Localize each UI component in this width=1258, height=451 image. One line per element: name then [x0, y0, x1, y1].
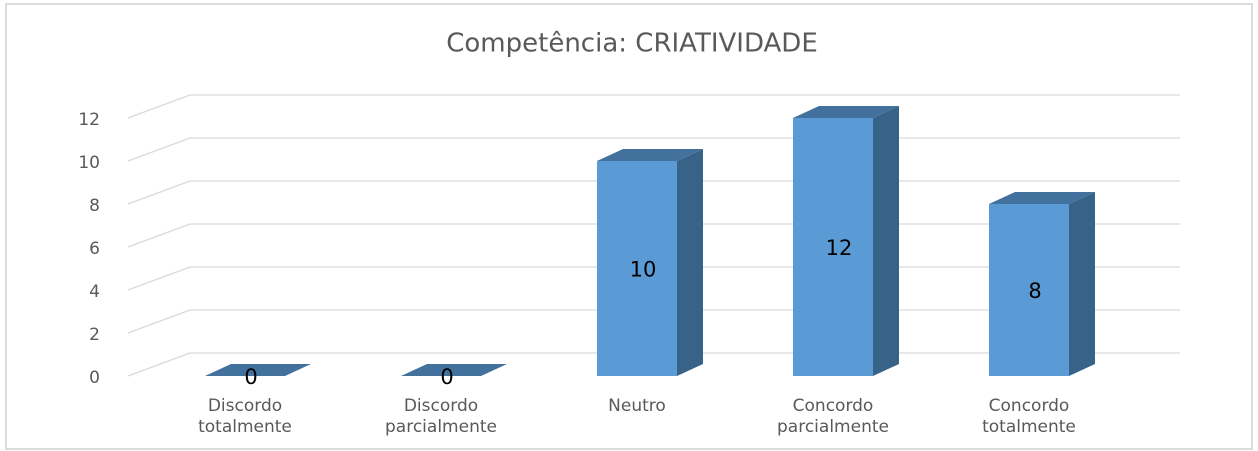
- bar-front: [793, 118, 873, 376]
- data-label: 0: [244, 365, 257, 389]
- bar-side: [677, 149, 703, 376]
- data-label: 10: [630, 258, 657, 282]
- bar-top: [597, 149, 703, 161]
- bar: [205, 364, 311, 376]
- bar-top: [793, 106, 899, 118]
- bar-top: [205, 364, 311, 376]
- bar: [597, 149, 703, 376]
- bar-front: [989, 204, 1069, 376]
- y-tick-label: 6: [89, 239, 100, 259]
- y-tick-label: 0: [89, 368, 100, 388]
- bar-front: [597, 161, 677, 376]
- bar-top: [401, 364, 507, 376]
- x-tick-label: Concordo parcialmente: [777, 396, 889, 437]
- data-label: 0: [440, 365, 453, 389]
- y-tick-label: 10: [78, 153, 100, 173]
- y-tick-label: 8: [89, 196, 100, 216]
- data-label: 12: [826, 236, 853, 260]
- x-tick-label: Discordo parcialmente: [385, 396, 497, 437]
- bar-side: [873, 106, 899, 376]
- y-tick-label: 4: [89, 282, 100, 302]
- grid-line: [127, 94, 1180, 119]
- y-tick-label: 12: [78, 110, 100, 130]
- x-tick-label: Discordo totalmente: [198, 396, 292, 437]
- bar: [989, 192, 1095, 376]
- x-tick-label: Neutro: [608, 396, 666, 416]
- data-label: 8: [1028, 279, 1041, 303]
- y-tick-label: 2: [89, 325, 100, 345]
- bar: [401, 364, 507, 376]
- bar: [793, 106, 899, 376]
- bar-side: [1069, 192, 1095, 376]
- chart-title: Competência: CRIATIVIDADE: [446, 29, 818, 59]
- bar-top: [989, 192, 1095, 204]
- x-tick-label: Concordo totalmente: [982, 396, 1076, 437]
